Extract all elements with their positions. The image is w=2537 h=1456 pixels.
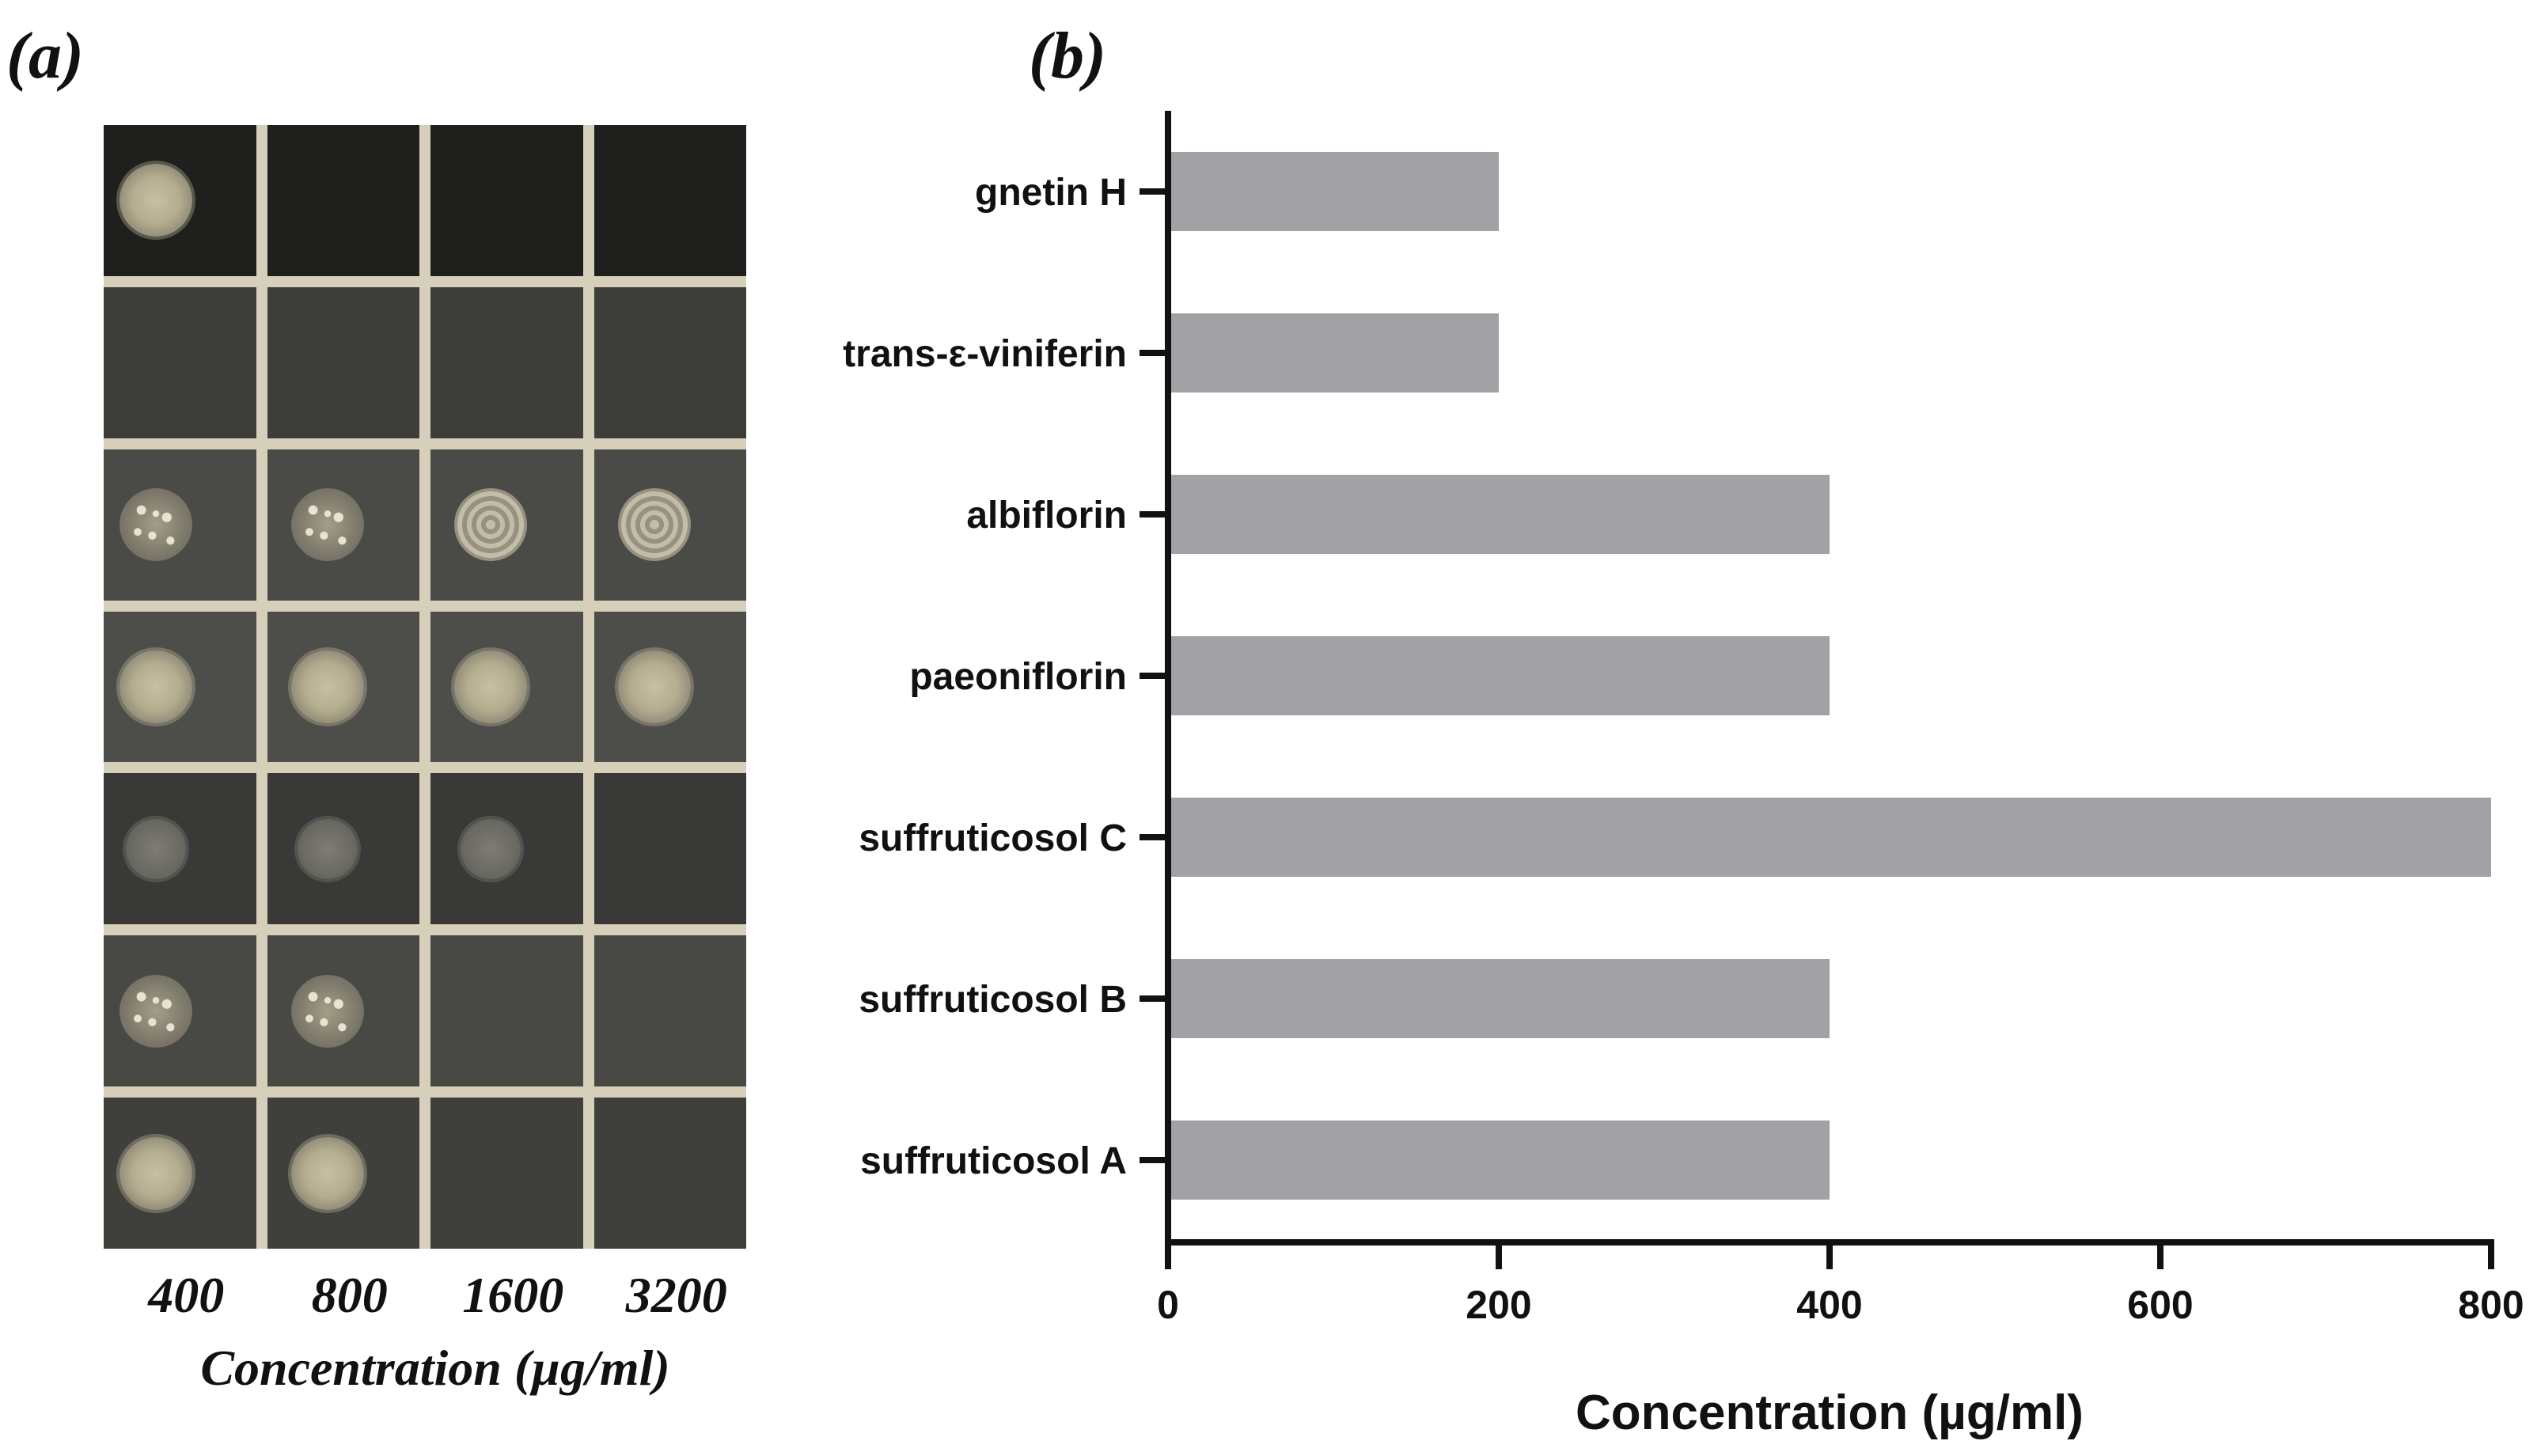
colony-spot	[297, 818, 358, 879]
category-label: albiflorin	[966, 495, 1127, 537]
plate-cell	[593, 449, 746, 601]
bar	[1168, 636, 1830, 715]
plate-cell	[430, 935, 583, 1087]
colony-spot	[461, 818, 521, 879]
x-tick-label: 0	[1157, 1283, 1179, 1327]
x-tick-label: 400	[1796, 1283, 1862, 1327]
plate-cell	[593, 1098, 746, 1249]
bar	[1168, 475, 1830, 554]
plate-cell	[430, 773, 583, 925]
colony-spot	[454, 488, 528, 562]
plate-cell	[593, 773, 746, 925]
x-tick-label: 600	[2127, 1283, 2193, 1327]
plate-cell	[267, 286, 419, 438]
category-label: suffruticosol B	[859, 979, 1127, 1021]
plate-cell	[593, 935, 746, 1087]
plate-axis-title: Concentration (µg/ml)	[200, 1340, 670, 1396]
plate-cell	[104, 1098, 256, 1249]
plate-cell	[104, 449, 256, 601]
bar	[1168, 152, 1499, 231]
plate-cell	[430, 449, 583, 601]
plate-concentration-ticks: 400 800 1600 3200	[104, 1266, 746, 1337]
panel-b-label: (b)	[1029, 19, 1106, 93]
x-axis-title: Concentration (µg/ml)	[1576, 1386, 2084, 1440]
plate-cell	[430, 125, 583, 276]
colony-spot	[119, 650, 193, 723]
plate-cell	[593, 611, 746, 763]
panel-a-label: (a)	[6, 19, 84, 93]
bar	[1168, 798, 2491, 877]
plate-cell	[593, 286, 746, 438]
plate-cell	[104, 773, 256, 925]
colony-spot	[454, 650, 528, 723]
bar	[1168, 1120, 1830, 1200]
plate-cell	[267, 611, 419, 763]
plate-cell	[430, 286, 583, 438]
category-label: trans-ε-viniferin	[843, 333, 1127, 375]
category-label: paeoniflorin	[909, 656, 1127, 698]
plate-cell	[267, 773, 419, 925]
colony-spot	[119, 974, 193, 1048]
colony-spot	[290, 650, 364, 723]
plate-cell	[430, 611, 583, 763]
bar	[1168, 959, 1830, 1038]
colony-spot	[119, 1136, 193, 1210]
category-label: suffruticosol A	[860, 1140, 1127, 1182]
plate-cell	[593, 125, 746, 276]
colony-spot	[290, 974, 364, 1048]
plate-tick-label: 400	[148, 1267, 225, 1323]
plate-cell	[430, 1098, 583, 1249]
colony-spot	[119, 488, 193, 562]
colony-spot	[617, 488, 691, 562]
plate-tick-label: 1600	[462, 1267, 564, 1323]
x-tick-label: 200	[1466, 1283, 1531, 1327]
x-tick-label: 800	[2458, 1283, 2524, 1327]
category-label: suffruticosol C	[859, 817, 1127, 859]
plate-tick-label: 800	[311, 1267, 388, 1323]
plate-cell	[267, 935, 419, 1087]
plate-cell	[267, 125, 419, 276]
plate-cell	[104, 611, 256, 763]
colony-spot	[290, 488, 364, 562]
colony-spot	[126, 818, 187, 879]
plate-cell	[104, 125, 256, 276]
plate-cell	[104, 935, 256, 1087]
plate-cell	[267, 449, 419, 601]
colony-spot	[617, 650, 691, 723]
plate-cell	[267, 1098, 419, 1249]
plate-tick-label: 3200	[625, 1267, 727, 1323]
bar	[1168, 313, 1499, 392]
colony-spot	[119, 164, 193, 237]
category-label: gnetin H	[975, 172, 1127, 214]
agar-plate-grid	[104, 125, 746, 1249]
plate-cell	[104, 286, 256, 438]
colony-spot	[290, 1136, 364, 1210]
